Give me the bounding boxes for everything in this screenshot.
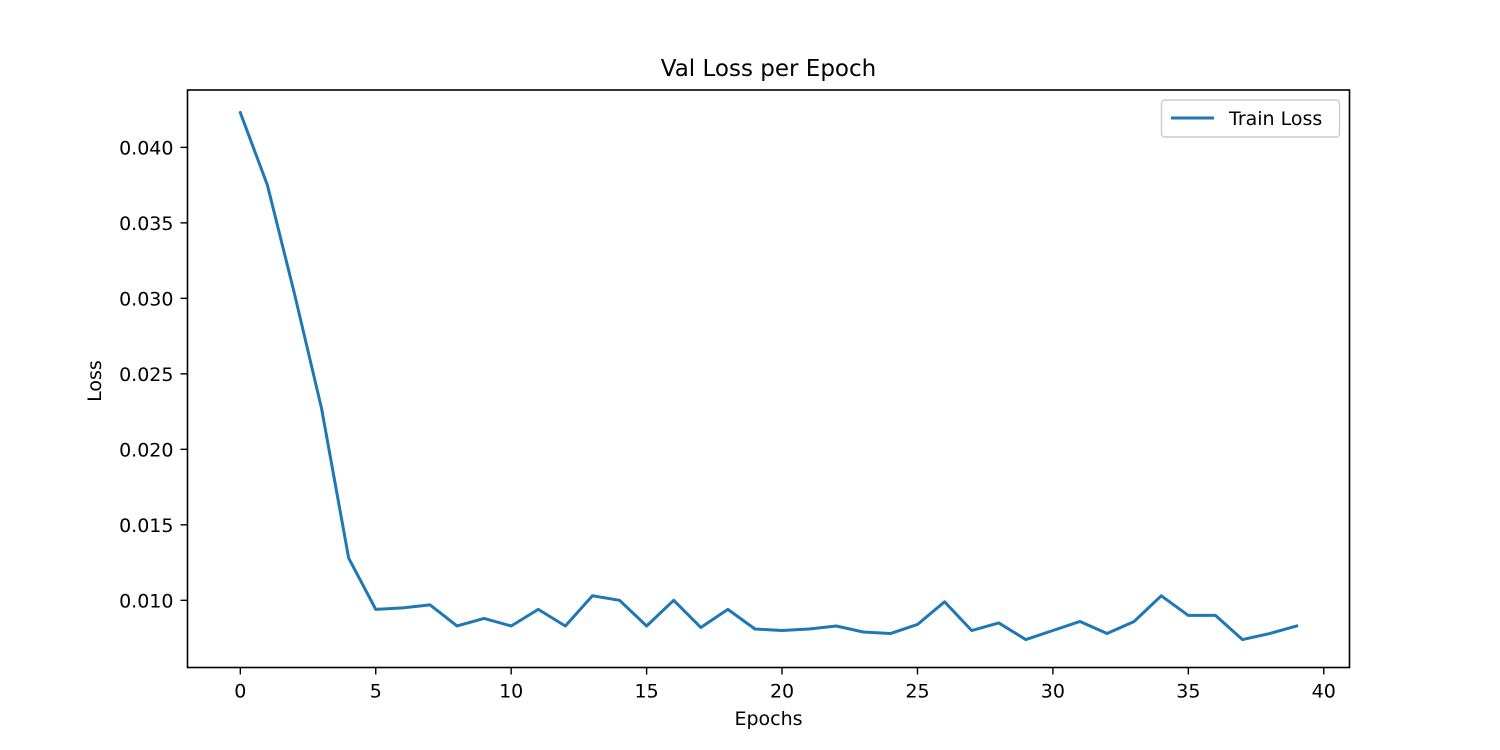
- series-line-train-loss: [238, 110, 1299, 642]
- y-tick-label: 0.025: [119, 364, 173, 386]
- x-tick-label: 5: [370, 681, 382, 703]
- legend-label-train-loss: Train Loss: [1228, 108, 1322, 130]
- x-tick-label: 40: [1312, 681, 1336, 703]
- legend-box: [1160, 99, 1341, 138]
- y-tick-label: 0.020: [119, 439, 173, 461]
- x-tick-label: 25: [905, 681, 929, 703]
- x-tick-label: 10: [499, 681, 523, 703]
- plot-area: [186, 89, 1351, 669]
- x-axis-ticks: 0 5 10 15 20 25 30 35 40: [234, 667, 1336, 703]
- y-tick-label: 0.030: [119, 288, 173, 310]
- plot-background: [187, 90, 1350, 668]
- series-layer: [238, 110, 1299, 642]
- x-tick-label: 30: [1041, 681, 1065, 703]
- x-tick-label: 0: [234, 681, 246, 703]
- y-axis-label: Loss: [84, 360, 106, 402]
- y-axis-ticks: 0.010 0.015 0.020 0.025 0.030 0.035 0.040: [119, 137, 188, 612]
- chart-title: Val Loss per Epoch: [661, 56, 876, 82]
- plot-frame: [186, 89, 1351, 669]
- x-tick-label: 20: [770, 681, 794, 703]
- legend: Train Loss: [1160, 99, 1341, 138]
- x-axis-label: Epochs: [734, 708, 802, 730]
- y-tick-label: 0.015: [119, 515, 173, 537]
- x-tick-label: 15: [635, 681, 659, 703]
- y-tick-label: 0.040: [119, 137, 173, 159]
- x-tick-label: 35: [1176, 681, 1200, 703]
- y-tick-label: 0.035: [119, 213, 173, 235]
- y-tick-label: 0.010: [119, 590, 173, 612]
